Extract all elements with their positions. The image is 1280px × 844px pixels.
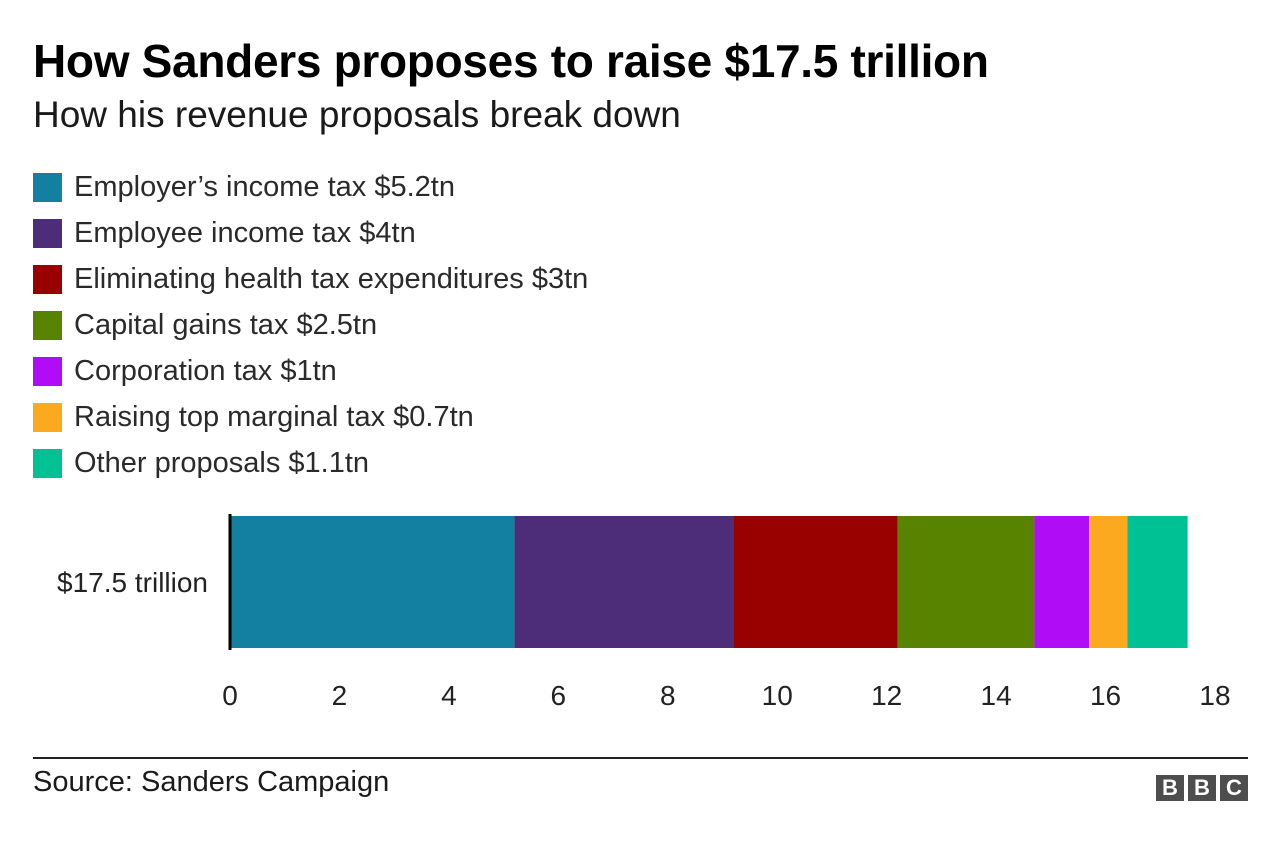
x-tick-label: 0 [222, 680, 238, 711]
bbc-logo: B B C [1156, 775, 1248, 801]
legend: Employer’s income tax $5.2tn Employee inc… [33, 164, 588, 486]
legend-item: Raising top marginal tax $0.7tn [33, 394, 588, 440]
legend-swatch [33, 310, 62, 340]
x-tick-label: 2 [332, 680, 348, 711]
x-tick-label: 6 [551, 680, 567, 711]
chart-title: How Sanders proposes to raise $17.5 tril… [33, 35, 989, 87]
bbc-logo-letter: B [1188, 775, 1216, 801]
legend-swatch [33, 172, 62, 202]
bar-segment [514, 516, 734, 648]
legend-label: Employer’s income tax $5.2tn [74, 170, 455, 203]
bar-segment [897, 516, 1035, 648]
x-tick-label: 14 [981, 680, 1012, 711]
legend-swatch [33, 448, 62, 478]
bar-segment [1034, 516, 1090, 648]
legend-item: Eliminating health tax expenditures $3tn [33, 256, 588, 302]
legend-swatch [33, 264, 62, 294]
x-tick-label: 18 [1199, 680, 1230, 711]
bar-segment [230, 516, 515, 648]
x-tick-label: 12 [871, 680, 902, 711]
legend-swatch [33, 356, 62, 386]
legend-swatch [33, 402, 62, 432]
source-note: Source: Sanders Campaign [33, 766, 390, 798]
legend-label: Other proposals $1.1tn [74, 446, 370, 479]
x-tick-label: 4 [441, 680, 457, 711]
legend-swatch [33, 218, 62, 248]
legend-label: Corporation tax $1tn [74, 354, 337, 387]
bar-segment [1089, 516, 1128, 648]
bbc-logo-letter: B [1156, 775, 1184, 801]
bar-segment [1127, 516, 1188, 648]
bbc-logo-letter: C [1220, 775, 1248, 801]
x-tick-label: 8 [660, 680, 676, 711]
legend-item: Employee income tax $4tn [33, 210, 588, 256]
legend-item: Other proposals $1.1tn [33, 440, 588, 486]
legend-label: Eliminating health tax expenditures $3tn [74, 262, 589, 295]
legend-item: Capital gains tax $2.5tn [33, 302, 588, 348]
legend-label: Employee income tax $4tn [74, 216, 416, 249]
bar-segment [733, 516, 898, 648]
chart-subtitle: How his revenue proposals break down [33, 94, 681, 135]
x-tick-label: 16 [1090, 680, 1121, 711]
legend-item: Corporation tax $1tn [33, 348, 588, 394]
legend-label: Capital gains tax $2.5tn [74, 308, 378, 341]
category-label: $17.5 trillion [57, 567, 208, 598]
legend-item: Employer’s income tax $5.2tn [33, 164, 588, 210]
x-tick-label: 10 [762, 680, 793, 711]
footer-divider [33, 757, 1248, 759]
legend-label: Raising top marginal tax $0.7tn [74, 400, 474, 433]
